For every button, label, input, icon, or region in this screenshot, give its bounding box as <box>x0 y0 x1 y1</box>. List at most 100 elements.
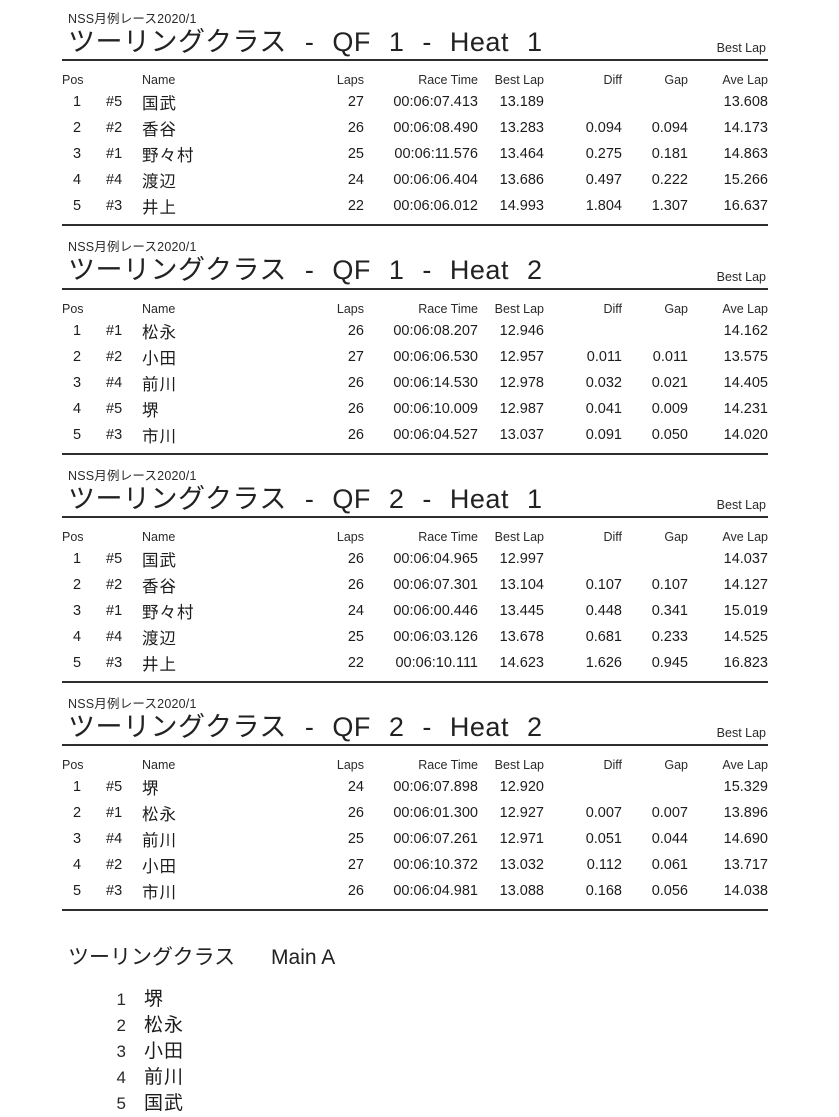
col-header-avelap: Ave Lap <box>722 758 768 773</box>
table-row: 3 #1 野々村 24 00:06:00.446 13.445 0.448 0.… <box>62 598 768 624</box>
table-row: 3 #4 前川 25 00:06:07.261 12.971 0.051 0.0… <box>62 826 768 852</box>
table-header-row: Pos Name Laps Race Time Best Lap Diff Ga… <box>62 530 768 546</box>
main-a-entry-pos: 4 <box>116 1068 126 1088</box>
event-label: NSS月例レース2020/1 <box>68 240 197 255</box>
cell-pos: 2 <box>72 120 82 137</box>
col-header-car <box>92 73 138 89</box>
cell-car-number: #3 <box>106 198 123 215</box>
col-header-pos: Pos <box>62 73 84 88</box>
col-header-diff: Diff <box>603 73 622 88</box>
cell-diff: 1.804 <box>585 198 622 215</box>
col-header-gap: Gap <box>664 301 688 316</box>
cell-car-number: #1 <box>106 603 123 620</box>
main-a-entry-name: 小田 <box>144 1041 185 1063</box>
cell-diff: 0.051 <box>585 831 622 848</box>
col-header-car <box>92 758 138 774</box>
col-header-laps: Laps <box>336 758 364 773</box>
cell-bestlap: 12.920 <box>499 779 544 796</box>
main-a-entry-pos: 5 <box>116 1094 126 1114</box>
cell-avelap: 15.329 <box>723 779 768 796</box>
table-row: 1 #5 国武 26 00:06:04.965 12.997 14.037 <box>62 546 768 572</box>
cell-avelap: 14.173 <box>723 120 768 137</box>
cell-laps: 24 <box>347 172 364 189</box>
best-lap-sort-label: Best Lap <box>716 498 766 513</box>
cell-diff: 0.011 <box>586 348 622 365</box>
cell-diff: 0.112 <box>586 857 622 874</box>
cell-car-number: #2 <box>106 348 123 365</box>
cell-bestlap: 13.283 <box>499 120 544 137</box>
cell-avelap: 14.863 <box>723 146 768 163</box>
cell-car-number: #2 <box>106 577 123 594</box>
table-row: 2 #2 香谷 26 00:06:08.490 13.283 0.094 0.0… <box>62 115 768 141</box>
cell-pos: 5 <box>72 883 82 900</box>
cell-diff <box>544 318 622 344</box>
cell-diff: 0.107 <box>585 577 622 594</box>
cell-racetime: 00:06:01.300 <box>393 805 478 822</box>
cell-bestlap: 12.978 <box>499 374 544 391</box>
race-section-qf1-heat1: NSS月例レース2020/1 ツーリングクラス - QF 1 - Heat 1 … <box>62 8 768 227</box>
cell-car-number: #5 <box>106 400 123 417</box>
cell-laps: 24 <box>347 603 364 620</box>
main-a-entry: 3 小田 <box>68 1039 768 1065</box>
col-header-diff: Diff <box>603 301 622 316</box>
race-title: ツーリングクラス - QF 2 - Heat 2 <box>68 712 543 743</box>
col-header-bestlap: Best Lap <box>494 758 544 773</box>
cell-car-number: #3 <box>106 883 123 900</box>
cell-laps: 26 <box>347 805 364 822</box>
cell-laps: 27 <box>347 94 364 111</box>
table-row: 4 #4 渡辺 25 00:06:03.126 13.678 0.681 0.2… <box>62 624 768 650</box>
cell-gap: 0.009 <box>651 400 688 417</box>
cell-racetime: 00:06:14.530 <box>393 374 478 391</box>
col-header-car <box>92 302 138 318</box>
table-header-row: Pos Name Laps Race Time Best Lap Diff Ga… <box>62 302 768 318</box>
table-row: 1 #5 堺 24 00:06:07.898 12.920 15.329 <box>62 774 768 800</box>
cell-laps: 26 <box>347 426 364 443</box>
table-row: 5 #3 市川 26 00:06:04.527 13.037 0.091 0.0… <box>62 422 768 454</box>
cell-car-number: #1 <box>106 146 123 163</box>
main-a-entry: 2 松永 <box>68 1013 768 1039</box>
main-a-entry-name: 堺 <box>144 989 165 1011</box>
cell-car-number: #1 <box>106 322 123 339</box>
col-header-laps: Laps <box>336 73 364 88</box>
cell-avelap: 14.162 <box>723 322 768 339</box>
main-a-title-row: ツーリングクラス Main A <box>68 941 768 971</box>
results-table: Pos Name Laps Race Time Best Lap Diff Ga… <box>62 758 768 912</box>
cell-name: 井上 <box>142 656 177 675</box>
cell-bestlap: 12.997 <box>499 551 544 568</box>
cell-gap <box>622 774 688 800</box>
cell-laps: 22 <box>347 655 364 672</box>
col-header-avelap: Ave Lap <box>722 301 768 316</box>
race-title: ツーリングクラス - QF 1 - Heat 2 <box>68 255 543 286</box>
cell-bestlap: 13.678 <box>499 629 544 646</box>
col-header-laps: Laps <box>336 530 364 545</box>
col-header-name: Name <box>142 758 176 773</box>
cell-racetime: 00:06:07.413 <box>393 94 478 111</box>
cell-bestlap: 13.464 <box>499 146 544 163</box>
cell-avelap: 14.038 <box>723 883 768 900</box>
cell-avelap: 13.608 <box>723 94 768 111</box>
cell-racetime: 00:06:06.012 <box>393 198 478 215</box>
cell-diff: 0.448 <box>585 603 622 620</box>
cell-avelap: 16.637 <box>723 198 768 215</box>
cell-gap: 0.056 <box>651 883 688 900</box>
cell-avelap: 14.127 <box>723 577 768 594</box>
main-a-section: ツーリングクラス Main A 1 堺 2 松永 3 小田 4 前川 5 国武 <box>62 941 768 1117</box>
cell-pos: 1 <box>72 551 82 568</box>
cell-laps: 25 <box>347 146 364 163</box>
cell-laps: 26 <box>347 322 364 339</box>
col-header-diff: Diff <box>603 530 622 545</box>
cell-laps: 27 <box>347 348 364 365</box>
cell-gap: 0.011 <box>652 348 688 365</box>
cell-pos: 3 <box>72 146 82 163</box>
cell-diff: 0.681 <box>585 629 622 646</box>
cell-racetime: 00:06:10.009 <box>393 400 478 417</box>
cell-laps: 26 <box>347 374 364 391</box>
cell-diff: 0.041 <box>585 400 622 417</box>
cell-name: 渡辺 <box>142 173 177 192</box>
cell-racetime: 00:06:10.372 <box>393 857 478 874</box>
cell-avelap: 13.896 <box>723 805 768 822</box>
main-a-entry-pos: 1 <box>116 990 126 1010</box>
results-table: Pos Name Laps Race Time Best Lap Diff Ga… <box>62 530 768 684</box>
cell-gap: 0.094 <box>651 120 688 137</box>
main-a-list: 1 堺 2 松永 3 小田 4 前川 5 国武 <box>68 987 768 1117</box>
